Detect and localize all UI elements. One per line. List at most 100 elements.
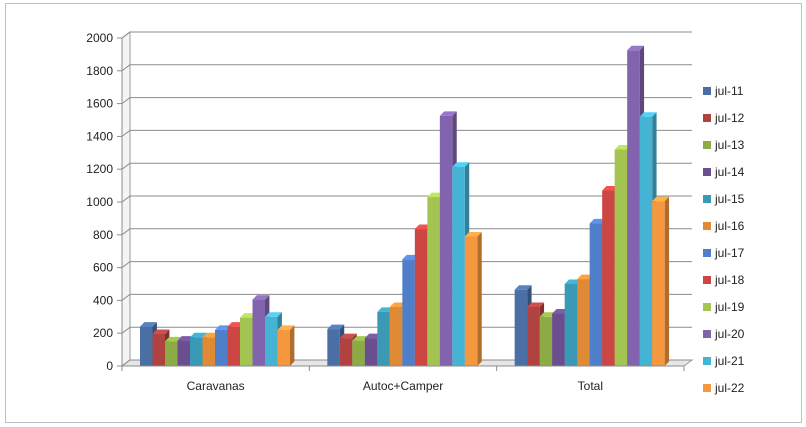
legend-swatch [703,276,711,284]
bar-top [140,322,157,327]
legend-entry: jul-12 [714,111,745,125]
bar-front [527,306,540,366]
x-tick-label: Autoc+Camper [363,379,443,393]
y-tick-label: 2000 [86,31,113,45]
bars [140,45,670,367]
chart-frame: 0 200 400 600 800 1000 1200 1400 1600 1800 2000 Ca… [5,3,802,423]
legend-entry: jul-19 [714,300,745,314]
y-tick-label: 1200 [86,162,113,176]
bar-front [414,229,428,366]
bar-front [165,341,178,366]
gridline [121,359,692,367]
bar-top [464,231,482,237]
legend-swatch [703,357,711,365]
bar-front [427,197,440,366]
legend-entry: jul-22 [714,381,745,395]
bar-front [439,115,453,367]
bar-top [252,295,270,300]
x-tick-label: Caravanas [187,379,245,393]
legend-entry: jul-21 [714,354,745,368]
bar-front [265,316,278,366]
gridline [121,195,692,203]
bar-front [464,236,478,366]
bar-front [639,116,653,366]
bar [277,325,295,366]
y-tick-label: 200 [93,326,113,340]
legend-swatch [703,330,711,338]
bar-front [564,284,578,366]
legend-swatch [703,384,711,392]
y-tick-label: 1800 [86,64,113,78]
bar-top [277,325,295,330]
bar-front [402,259,415,366]
legend-entry: jul-11 [714,84,744,98]
bar-front [514,289,528,366]
gridline [121,293,692,301]
bar-top [190,332,207,338]
bar-top [514,285,532,290]
bar-front [627,50,640,367]
bar-front [227,326,240,366]
legend-entry: jul-17 [714,246,745,260]
bar-top [627,45,645,51]
bar-front [589,223,603,366]
bar-front [152,334,165,366]
legend-entry: jul-18 [714,273,745,287]
y-tick-label: 1400 [86,129,113,143]
gridlines [121,31,692,367]
legend: jul-11 jul-12 jul-13 jul-14 jul-15 jul-16 jul-… [703,84,745,395]
legend-swatch [703,195,711,203]
bar-front [364,338,378,366]
gridline [121,97,692,104]
bar-side [664,196,670,366]
bar-front [389,306,403,366]
legend-entry: jul-13 [714,138,745,152]
legend-swatch [703,249,711,257]
bar-top [165,336,182,342]
bar-front [577,279,590,366]
bar-front [202,337,215,366]
gridline [121,31,692,39]
y-tick-label: 800 [93,228,113,242]
y-tick-label: 400 [93,293,113,307]
legend-entry: jul-14 [714,165,745,179]
bar-top [452,162,470,167]
bar-top [527,302,545,307]
y-tick-label: 0 [106,359,113,373]
bar-front [352,340,365,366]
gridline [121,129,692,137]
bar-front [277,329,290,366]
bar-top [327,324,345,330]
bar-chart: 0 200 400 600 800 1000 1200 1400 1600 1800 2000 Ca… [86,31,745,395]
bar-front [377,311,390,366]
gridline [121,326,692,334]
bar-top [439,111,457,116]
bar-front [252,299,265,366]
bar-front [652,201,665,366]
bar-front [240,317,253,366]
gridline [121,162,692,170]
bar-top [265,312,282,317]
bar-top [639,112,657,117]
y-tick-label: 1600 [86,97,113,111]
bar-side [290,325,295,366]
legend-swatch [703,303,711,311]
bar-front [452,166,465,366]
bar-top [152,329,170,335]
legend-entry: jul-20 [714,327,745,341]
bar-front [614,149,628,366]
bar-front [215,329,228,366]
bar-front [140,326,153,366]
bar [464,231,482,366]
legend-entry: jul-16 [714,219,745,233]
gridline [121,64,692,72]
legend-entry: jul-15 [714,192,745,206]
legend-swatch [703,87,711,95]
y-tick-label: 600 [93,261,113,275]
bar-front [327,329,340,366]
gridline [121,261,692,269]
gridline [121,228,692,236]
bar-front [602,190,615,366]
legend-swatch [703,114,711,122]
bar-front [190,337,203,366]
